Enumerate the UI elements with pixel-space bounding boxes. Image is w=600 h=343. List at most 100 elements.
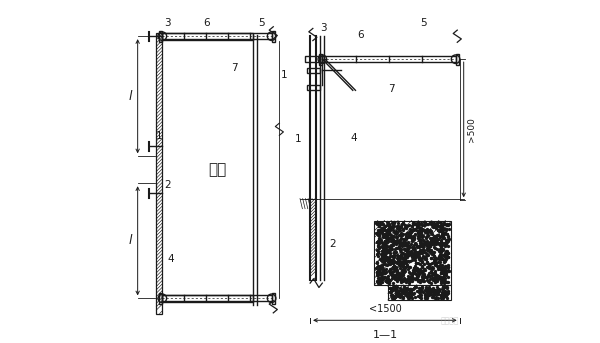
Point	[442, 227, 451, 232]
Text: 5: 5	[420, 18, 427, 28]
Point	[438, 246, 448, 252]
Point	[430, 279, 440, 284]
Point	[389, 243, 398, 248]
Point	[412, 289, 421, 294]
Point	[419, 249, 429, 255]
Point	[407, 236, 416, 241]
Point	[384, 232, 394, 237]
Point	[389, 224, 398, 229]
Point	[428, 285, 437, 291]
Point	[421, 284, 430, 290]
Point	[397, 240, 406, 245]
Point	[430, 262, 440, 268]
Point	[434, 286, 443, 292]
Point	[406, 275, 415, 280]
Point	[389, 252, 399, 258]
Point	[436, 274, 446, 279]
Point	[377, 221, 387, 226]
Point	[388, 240, 398, 246]
Point	[437, 291, 447, 296]
Point	[383, 233, 392, 239]
Point	[389, 255, 398, 260]
Point	[431, 225, 441, 230]
Point	[379, 255, 389, 261]
Point	[433, 292, 443, 297]
Point	[380, 240, 389, 246]
Point	[388, 233, 398, 238]
Point	[434, 287, 444, 293]
Point	[390, 295, 400, 300]
Point	[439, 284, 448, 290]
Point	[434, 288, 443, 293]
Point	[389, 223, 398, 228]
Point	[428, 277, 438, 282]
Point	[439, 295, 448, 301]
Point	[419, 274, 429, 280]
Point	[432, 263, 442, 269]
Point	[381, 270, 391, 275]
Point	[431, 277, 440, 283]
Point	[376, 271, 386, 277]
Point	[386, 247, 395, 252]
Point	[419, 266, 429, 271]
Point	[426, 256, 436, 261]
Point	[433, 236, 443, 241]
Point	[433, 259, 443, 264]
Point	[380, 274, 390, 280]
Point	[384, 222, 394, 227]
Point	[382, 247, 391, 252]
Point	[443, 288, 453, 293]
Point	[403, 251, 413, 257]
Point	[423, 253, 433, 258]
Point	[443, 237, 452, 243]
Point	[385, 270, 394, 276]
Point	[406, 251, 416, 257]
Point	[425, 249, 434, 254]
Point	[442, 240, 452, 245]
Point	[397, 231, 407, 236]
Point	[431, 256, 440, 262]
Point	[429, 275, 439, 281]
Point	[389, 264, 399, 270]
Point	[419, 271, 429, 277]
Point	[393, 289, 403, 295]
Point	[374, 269, 384, 274]
Point	[388, 221, 397, 226]
Point	[376, 257, 386, 262]
Point	[414, 271, 424, 276]
Point	[409, 242, 419, 247]
Point	[394, 293, 404, 298]
Point	[408, 253, 418, 258]
Point	[424, 273, 433, 279]
Point	[414, 285, 424, 291]
Point	[422, 239, 431, 244]
Point	[426, 238, 436, 244]
Point	[377, 274, 386, 279]
Point	[406, 229, 415, 235]
Point	[398, 276, 407, 282]
Point	[376, 226, 386, 232]
Point	[427, 228, 436, 233]
Point	[437, 224, 446, 230]
Point	[379, 251, 388, 257]
Point	[413, 221, 422, 226]
Point	[375, 236, 385, 242]
Point	[430, 224, 440, 230]
Point	[428, 224, 438, 229]
Point	[389, 272, 399, 278]
Point	[436, 249, 446, 254]
Point	[430, 295, 439, 300]
Point	[408, 267, 418, 272]
Point	[402, 291, 412, 296]
Point	[397, 247, 406, 252]
Point	[416, 241, 426, 247]
Point	[409, 270, 418, 275]
Point	[414, 243, 424, 249]
Point	[406, 288, 416, 294]
Point	[395, 265, 405, 271]
Point	[439, 225, 448, 230]
Point	[410, 284, 420, 289]
Point	[442, 226, 451, 232]
Point	[385, 231, 394, 237]
Point	[436, 292, 446, 298]
